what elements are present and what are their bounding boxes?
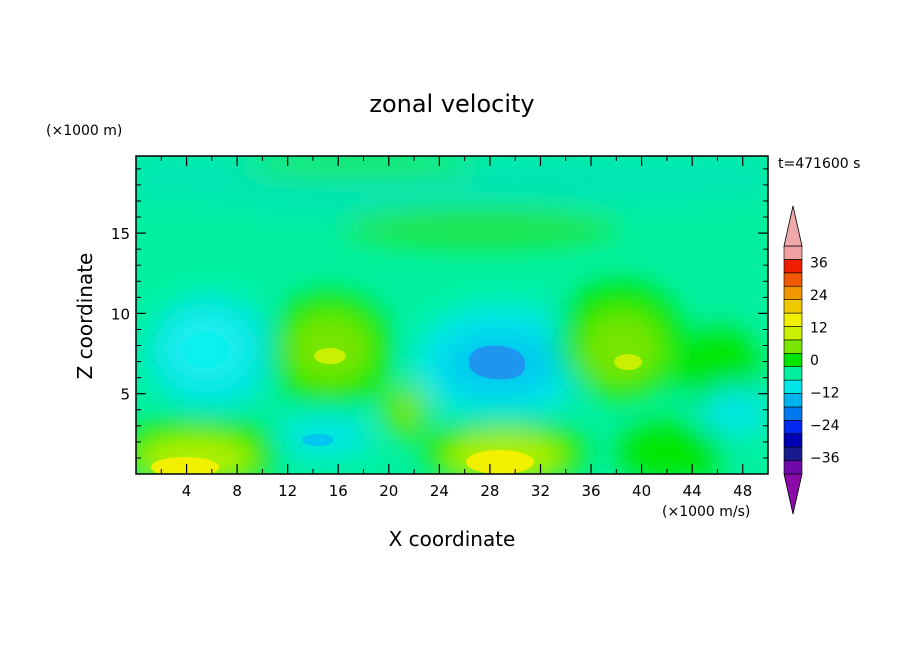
x-axis: 4 8 12 16 20 24 28 32 36 40 44 48 bbox=[160, 156, 752, 500]
colorbar-under-arrow bbox=[783, 473, 803, 515]
field-region-bottom-mid-blue bbox=[302, 434, 334, 446]
field-region-right-lime bbox=[582, 312, 662, 388]
x-tick-label: 36 bbox=[581, 482, 600, 500]
colorbar-swatch bbox=[783, 366, 803, 381]
field-region-right-max bbox=[614, 354, 642, 370]
colorbar-swatch bbox=[783, 285, 803, 300]
time-label: t=471600 s bbox=[778, 156, 860, 172]
field-region-upper-green bbox=[340, 208, 620, 248]
y-axis: 5 10 15 bbox=[111, 168, 768, 459]
x-tick-label: 4 bbox=[182, 482, 192, 500]
colorbar-swatch bbox=[783, 446, 803, 461]
colorbar-swatch bbox=[783, 406, 803, 421]
x-tick-label: 8 bbox=[232, 482, 242, 500]
colorbar-tick-label: 0 bbox=[810, 353, 819, 369]
field-region-mid-max bbox=[314, 348, 346, 364]
y-tick-label: 5 bbox=[120, 386, 130, 404]
colorbar-swatch bbox=[783, 433, 803, 448]
x-tick-label: 16 bbox=[329, 482, 348, 500]
y-scale-note: (×1000 m) bbox=[46, 123, 122, 139]
colorbar-tick-label: 12 bbox=[810, 320, 828, 336]
field-region-bottom-left-max bbox=[151, 457, 219, 474]
colorbar-tick-label: 36 bbox=[810, 255, 828, 271]
field-region-center-min bbox=[468, 345, 526, 380]
x-tick-label: 12 bbox=[278, 482, 297, 500]
x-tick-label: 32 bbox=[531, 482, 550, 500]
colorbar-swatch bbox=[783, 393, 803, 408]
colorbar: 36 24 12 0 −12 −24 −36 bbox=[783, 205, 840, 515]
x-tick-label: 28 bbox=[480, 482, 499, 500]
x-tick-label: 40 bbox=[632, 482, 651, 500]
field-region-bottom-center-max bbox=[466, 450, 534, 474]
field-region-left-min bbox=[182, 332, 230, 368]
colorbar-tick-label: −36 bbox=[810, 451, 840, 467]
x-tick-label: 44 bbox=[683, 482, 702, 500]
x-tick-label: 24 bbox=[430, 482, 449, 500]
colorbar-swatch bbox=[783, 312, 803, 327]
colorbar-swatch bbox=[783, 272, 803, 287]
chart-title: zonal velocity bbox=[369, 90, 534, 118]
colorbar-swatch bbox=[783, 339, 803, 354]
colorbar-swatch bbox=[783, 420, 803, 435]
colorbar-swatch bbox=[783, 460, 803, 475]
colorbar-swatch bbox=[783, 259, 803, 274]
colorbar-swatch bbox=[783, 299, 803, 314]
x-axis-label: X coordinate bbox=[389, 527, 516, 551]
colorbar-swatch bbox=[783, 245, 803, 260]
contour-field bbox=[136, 156, 768, 474]
plot-frame bbox=[135, 155, 769, 475]
field-region-top-green bbox=[240, 156, 480, 176]
field-region-far-right-cyan bbox=[701, 388, 768, 436]
y-axis-label: Z coordinate bbox=[73, 253, 97, 380]
x-tick-label: 20 bbox=[379, 482, 398, 500]
colorbar-tick-label: 24 bbox=[810, 288, 828, 304]
colorbar-tick-label: −12 bbox=[810, 386, 840, 402]
colorbar-tick-label: −24 bbox=[810, 418, 840, 434]
field-region-small-lime bbox=[384, 384, 428, 436]
y-tick-label: 10 bbox=[111, 305, 130, 323]
colorbar-swatch bbox=[783, 379, 803, 394]
x-tick-label: 48 bbox=[733, 482, 752, 500]
field-region-bottom-right-green bbox=[616, 422, 724, 474]
colorbar-swatch bbox=[783, 326, 803, 341]
colorbar-over-arrow bbox=[783, 205, 803, 247]
x-scale-note: (×1000 m/s) bbox=[662, 504, 750, 520]
colorbar-swatch bbox=[783, 352, 803, 368]
y-tick-label: 15 bbox=[111, 225, 130, 243]
